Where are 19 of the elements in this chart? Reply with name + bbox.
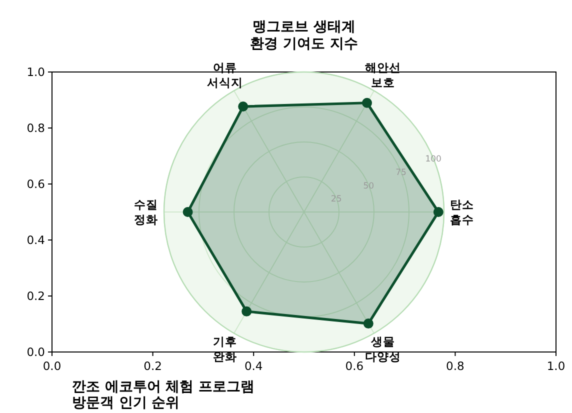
chart-title: 맹그로브 생태계 환경 기여도 지수 [250, 19, 358, 52]
y-tick-label: 0.0 [26, 345, 45, 360]
x-tick-label: 0.6 [345, 359, 364, 373]
y-tick-label: 0.4 [26, 233, 45, 248]
x-tick-label: 1.0 [546, 359, 566, 373]
y-tick-label: 0.2 [26, 289, 45, 304]
spoke-label: 수질 정화 [134, 198, 158, 227]
y-tick-label: 1.0 [26, 65, 45, 80]
y-tick-label: 0.8 [26, 121, 45, 136]
chart-title: 깐조 에코투어 체험 프로그램 방문객 인기 순위 [72, 379, 255, 411]
x-tick-label: 0.2 [144, 359, 162, 373]
spoke-label: 생물 다양성 [365, 334, 402, 364]
y-tick-label: 0.6 [26, 177, 45, 192]
spoke-label: 탄소 흡수 [450, 198, 474, 227]
x-tick-label: 0.8 [446, 359, 464, 373]
x-tick-label: 0.4 [244, 359, 263, 373]
x-tick-label: 0.0 [42, 359, 62, 373]
spoke-label: 어류 서식지 [206, 60, 243, 90]
radial-tick-label: 100 [425, 154, 442, 164]
